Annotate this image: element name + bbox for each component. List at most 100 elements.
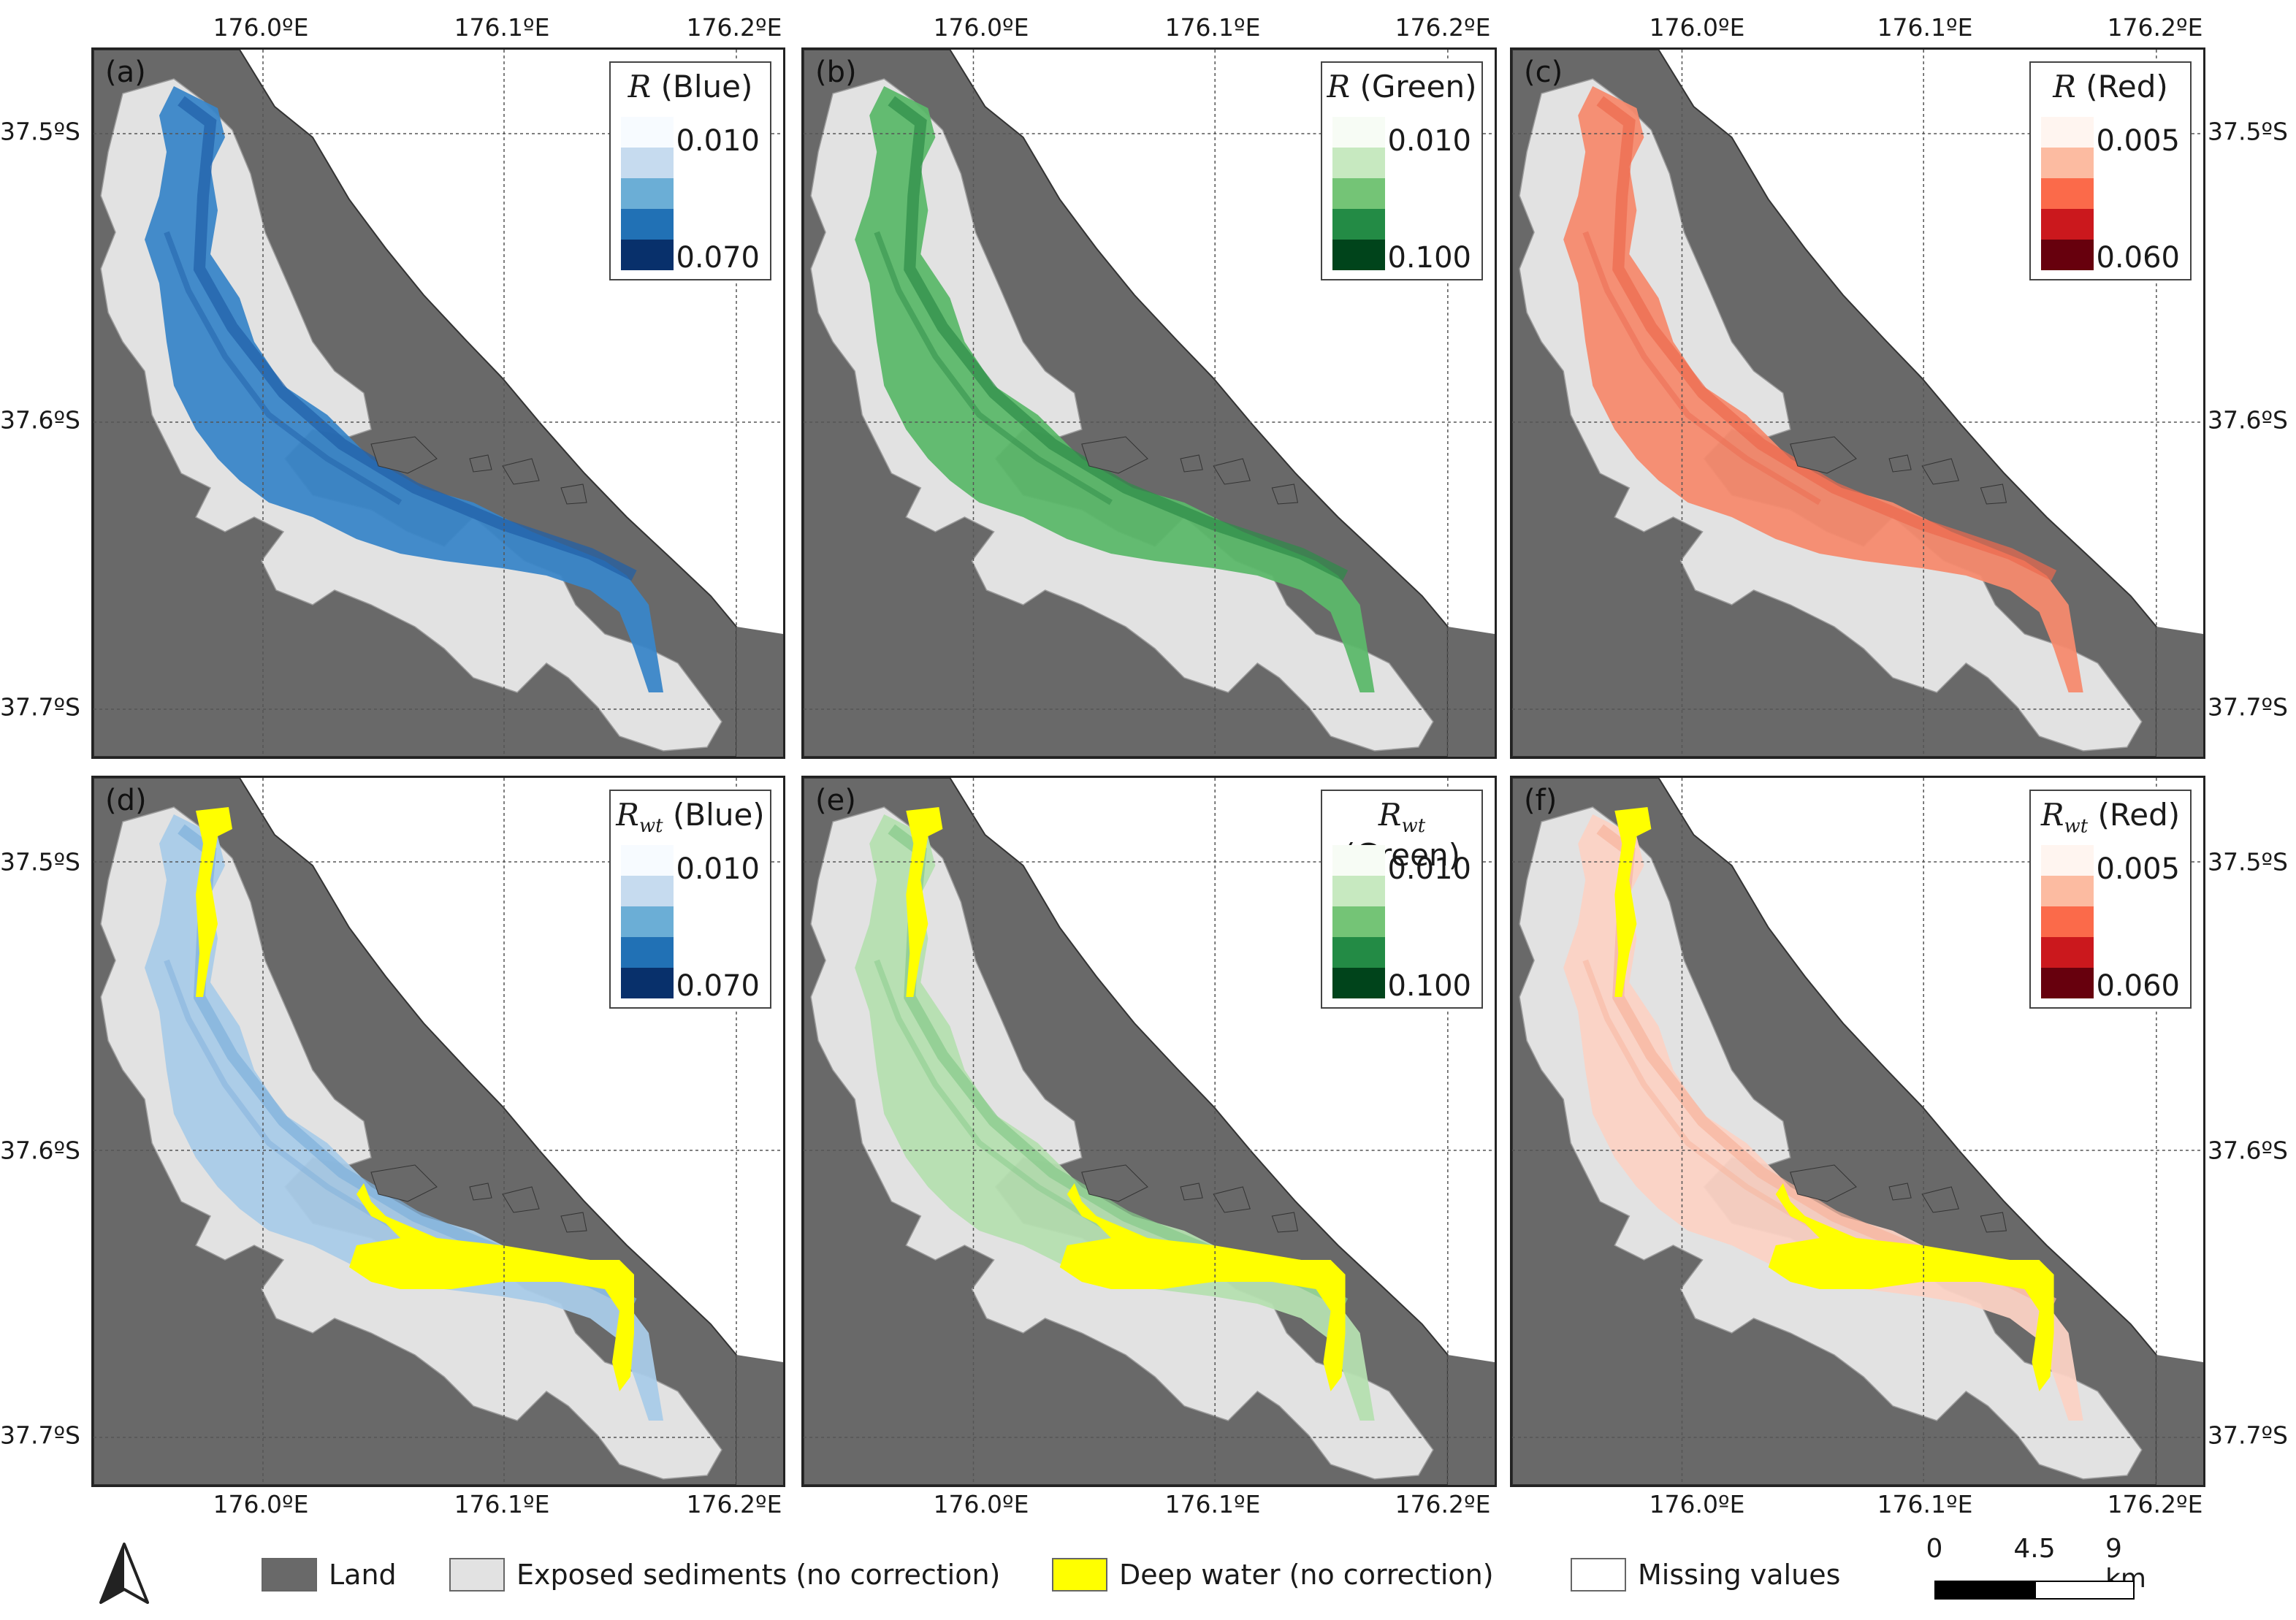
exposed-sediments	[1519, 78, 2143, 752]
colorbar-swatches	[1332, 845, 1385, 998]
colorbar-band: (Green)	[1359, 69, 1477, 104]
colorbar-swatch-1	[2041, 148, 2094, 178]
colorbar-min: 0.005	[2096, 852, 2180, 886]
estuary-map	[804, 778, 1495, 1485]
colorbar-var: R	[1327, 69, 1351, 104]
colorbar-swatch-2	[621, 906, 674, 937]
lon-label-top-c-176.0: 176.0ºE	[1649, 13, 1745, 42]
colorbar-var: R	[2053, 69, 2076, 104]
island-0	[1081, 1164, 1148, 1202]
estuary-map	[94, 50, 783, 757]
lon-label-top-a-176.2: 176.2ºE	[686, 13, 782, 42]
lon-label-top-c-176.1: 176.1ºE	[1877, 13, 1973, 42]
scale-label-mid: 4.5	[2013, 1534, 2056, 1564]
island-2	[1980, 1212, 2007, 1233]
map-panel-b: (b) R (Green) 0.010 0.100	[801, 47, 1497, 759]
legend-item-deep-water: Deep water (no correction)	[1052, 1558, 1494, 1592]
lon-label-bottom-f-176.2: 176.2ºE	[2107, 1490, 2203, 1518]
colorbar-max: 0.060	[2096, 969, 2180, 1003]
colorbar-swatch-4	[2041, 240, 2094, 270]
deep-water-area	[906, 807, 1346, 1391]
colorbar-swatches	[621, 845, 674, 998]
panel-label: (a)	[105, 56, 146, 89]
estuary-map	[804, 50, 1495, 757]
colorbar-title: R (Green)	[1322, 69, 1481, 104]
lat-label-left-bottom-37.5: 37.5ºS	[0, 847, 80, 876]
channel-streak	[178, 96, 637, 581]
lon-label-bottom-f-176.1: 176.1ºE	[1877, 1490, 1973, 1518]
lat-label-left-top-37.6: 37.6ºS	[0, 405, 80, 435]
legend-swatch-sediments	[449, 1558, 505, 1592]
map-panel-a: (a) R (Blue) 0.010 0.070	[91, 47, 785, 759]
estuary-map	[1512, 50, 2203, 757]
legend-label-land: Land	[329, 1559, 397, 1591]
lon-label-top-c-176.2: 176.2ºE	[2107, 13, 2203, 42]
colorbar-swatches	[2041, 117, 2094, 270]
lon-label-top-a-176.1: 176.1ºE	[454, 13, 550, 42]
island-1	[1921, 458, 1959, 485]
colorbar-max: 0.070	[676, 241, 760, 275]
colorbar-swatch-0	[1332, 117, 1385, 148]
legend-item-missing: Missing values	[1571, 1558, 1840, 1592]
colorbar-title: R (Red)	[2031, 69, 2190, 104]
colorbar-max: 0.070	[676, 969, 760, 1003]
colorbar-subscript: wt	[1401, 815, 1426, 838]
colorbar-swatch-3	[2041, 937, 2094, 968]
island-3	[469, 454, 492, 473]
colorbar-swatch-1	[1332, 876, 1385, 906]
deep-water-area	[1614, 807, 2054, 1391]
island-0	[1790, 1164, 1857, 1202]
colorbar-swatches	[1332, 117, 1385, 270]
colorbar-swatch-2	[2041, 906, 2094, 937]
lon-label-bottom-f-176.0: 176.0ºE	[1649, 1490, 1745, 1518]
deep-water-area	[196, 807, 634, 1391]
channel-streak-secondary	[1582, 959, 1821, 1234]
colorbar-max: 0.100	[1387, 969, 1471, 1003]
land-area-east	[1447, 1355, 1495, 1485]
colorbar-var: R	[628, 69, 652, 104]
colorbar-min: 0.010	[676, 124, 760, 158]
legend-label-missing: Missing values	[1638, 1559, 1841, 1591]
colorbar-legend: R (Red) 0.005 0.060	[2029, 61, 2192, 280]
scale-bar-black-segment	[1934, 1581, 2034, 1600]
channel-streak-secondary	[164, 959, 403, 1234]
colorbar-legend: Rwt (Green) 0.010 0.100	[1321, 790, 1483, 1009]
colorbar-swatch-2	[2041, 178, 2094, 209]
land-area-east	[2156, 627, 2203, 757]
lon-label-bottom-e-176.1: 176.1ºE	[1164, 1490, 1261, 1518]
colorbar-swatch-3	[621, 937, 674, 968]
colorbar-subscript: wt	[638, 815, 663, 838]
island-1	[1213, 458, 1251, 485]
legend-item-sediments: Exposed sediments (no correction)	[449, 1558, 1000, 1592]
land-area-east	[2156, 1355, 2203, 1485]
panel-label: (c)	[1524, 56, 1563, 89]
island-1	[502, 458, 540, 485]
island-0	[1790, 436, 1857, 474]
lon-label-bottom-d-176.0: 176.0ºE	[213, 1490, 309, 1518]
colorbar-legend: Rwt (Blue) 0.010 0.070	[609, 790, 771, 1009]
scale-bar: 0 4.5 9 km	[1926, 1534, 2146, 1607]
island-0	[370, 436, 438, 474]
lat-label-right-top-37.7: 37.7ºS	[2208, 692, 2288, 722]
colorbar-min: 0.010	[1387, 852, 1471, 886]
legend-swatch-missing	[1571, 1558, 1626, 1592]
island-3	[1888, 454, 1912, 473]
land-area-east	[1447, 627, 1495, 757]
colorbar-swatch-3	[621, 209, 674, 240]
lat-label-right-top-37.6: 37.6ºS	[2208, 405, 2288, 435]
island-2	[560, 484, 587, 505]
colorbar-swatch-0	[2041, 117, 2094, 148]
colorbar-legend: Rwt (Red) 0.005 0.060	[2029, 790, 2192, 1009]
lon-label-bottom-e-176.2: 176.2ºE	[1395, 1490, 1491, 1518]
lon-label-top-a-176.0: 176.0ºE	[213, 13, 309, 42]
estuary-map	[94, 778, 783, 1485]
channel-streak-secondary	[164, 231, 403, 505]
land-area-east	[736, 1355, 783, 1485]
lon-label-bottom-d-176.1: 176.1ºE	[454, 1490, 550, 1518]
lat-label-left-top-37.7: 37.7ºS	[0, 692, 80, 722]
colorbar-legend: R (Blue) 0.010 0.070	[609, 61, 771, 280]
legend-swatch-deep-water	[1052, 1558, 1107, 1592]
lon-label-bottom-d-176.2: 176.2ºE	[686, 1490, 782, 1518]
colorbar-var: R	[2040, 797, 2064, 833]
colorbar-band: (Blue)	[672, 797, 765, 833]
